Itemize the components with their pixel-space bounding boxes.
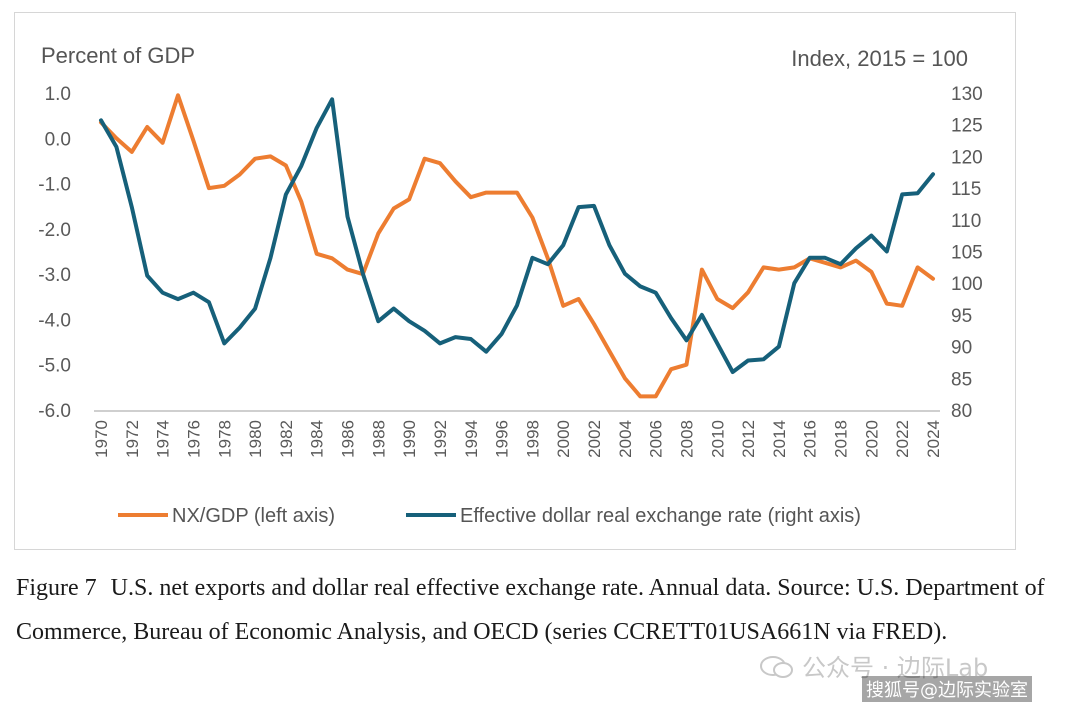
right-tick-label: 85: [951, 369, 972, 390]
x-tick-label: 2020: [862, 420, 881, 458]
series-line-exchange-rate: [99, 97, 935, 374]
x-axis-ticks: 1970 1972 1974 1976 1978 1980 1982 1984 1986 1988…: [92, 420, 943, 458]
x-tick-label: 2010: [708, 420, 727, 458]
x-tick-label: 1992: [431, 420, 450, 458]
left-tick-label: 0.0: [45, 129, 71, 150]
x-tick-label: 1990: [400, 420, 419, 458]
legend-label-nx: NX/GDP (left axis): [172, 505, 335, 527]
right-tick-label: 110: [951, 211, 981, 232]
x-tick-label: 2024: [924, 420, 943, 458]
wechat-icon: [760, 655, 794, 679]
x-tick-label: 1982: [277, 420, 296, 458]
left-tick-label: -6.0: [38, 401, 71, 422]
legend: NX/GDP (left axis) Effective dollar real…: [118, 505, 861, 527]
left-tick-label: -3.0: [38, 265, 71, 286]
x-tick-label: 2002: [585, 420, 604, 458]
left-axis-title: Percent of GDP: [41, 43, 195, 68]
legend-label-rer: Effective dollar real exchange rate (rig…: [460, 505, 861, 527]
x-tick-label: 1976: [184, 420, 203, 458]
right-tick-label: 100: [951, 274, 983, 295]
x-tick-label: 1980: [246, 420, 265, 458]
right-tick-label: 130: [951, 84, 983, 105]
x-tick-label: 2000: [554, 420, 573, 458]
x-tick-label: 1972: [123, 420, 142, 458]
right-tick-label: 95: [951, 306, 972, 327]
left-tick-label: -2.0: [38, 220, 71, 241]
x-tick-label: 1994: [462, 420, 481, 458]
right-tick-label: 80: [951, 401, 972, 422]
left-tick-label: -1.0: [38, 175, 71, 196]
x-tick-label: 1974: [154, 420, 173, 458]
series-lines: [99, 93, 935, 399]
left-tick-label: -5.0: [38, 356, 71, 377]
x-tick-label: 1998: [523, 420, 542, 458]
x-tick-label: 1996: [493, 420, 512, 458]
caption-text: U.S. net exports and dollar real effecti…: [16, 575, 1045, 645]
series-line-nx-gdp: [99, 93, 935, 399]
x-tick-label: 2008: [677, 420, 696, 458]
x-tick-label: 1984: [308, 420, 327, 458]
x-tick-label: 2018: [832, 420, 851, 458]
x-tick-label: 1978: [215, 420, 234, 458]
x-tick-label: 1970: [92, 420, 111, 458]
watermark: 公众号 · 边际Lab: [760, 648, 988, 683]
x-tick-label: 2016: [801, 420, 820, 458]
right-tick-label: 125: [951, 116, 983, 137]
figure-label: Figure 7: [16, 575, 97, 601]
right-tick-label: 115: [951, 179, 981, 200]
left-axis-ticks: 1.0 0.0 -1.0 -2.0 -3.0 -4.0 -5.0 -6.0: [38, 84, 71, 422]
watermark-text: 公众号 · 边际Lab: [802, 654, 989, 682]
x-tick-label: 2022: [893, 420, 912, 458]
figure-caption: Figure 7 U.S. net exports and dollar real…: [16, 566, 1076, 654]
left-tick-label: 1.0: [45, 84, 71, 105]
right-axis-ticks: 130 125 120 115 110 105 100 95 90 85 80: [951, 84, 983, 422]
x-tick-label: 1988: [369, 420, 388, 458]
watermark-source: 搜狐号@边际实验室: [862, 676, 1032, 702]
right-tick-label: 90: [951, 338, 972, 359]
x-tick-label: 2012: [739, 420, 758, 458]
left-tick-label: -4.0: [38, 310, 71, 331]
right-tick-label: 105: [951, 243, 983, 264]
x-tick-label: 2006: [647, 420, 666, 458]
x-tick-label: 1986: [339, 420, 358, 458]
right-tick-label: 120: [951, 147, 983, 168]
x-tick-label: 2004: [616, 420, 635, 458]
x-tick-label: 2014: [770, 420, 789, 458]
right-axis-title: Index, 2015 = 100: [791, 46, 968, 71]
